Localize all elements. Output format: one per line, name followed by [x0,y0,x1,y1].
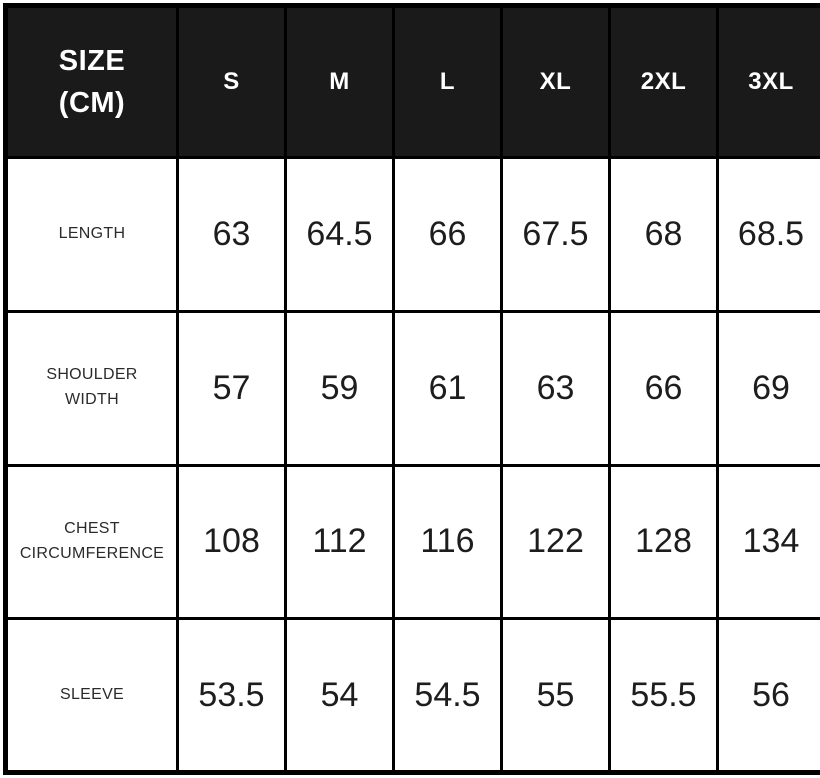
value-cell: 63 [176,156,287,313]
value-cell: 134 [716,463,820,621]
row-label-chest-circumference: CHEST CIRCUMFERENCE [4,463,179,621]
row-label-line: SHOULDER [46,366,138,384]
header-size-3xl: 3XL [716,4,820,159]
row-label-line: CIRCUMFERENCE [19,544,165,562]
table-row-length: LENGTH 63 64.5 66 67.5 68 68.5 [4,156,820,313]
value-cell: 69 [716,309,820,467]
value-cell: 53.5 [176,617,287,774]
value-cell: 108 [176,463,287,621]
row-label-line: WIDTH [65,391,119,409]
header-size-2xl: 2XL [608,4,719,159]
row-label-line: SLEEVE [59,685,125,703]
value-cell: 128 [608,463,719,621]
size-chart-body: LENGTH 63 64.5 66 67.5 68 68.5 SHOULDER … [4,156,820,774]
value-cell: 68 [608,156,719,313]
value-cell: 112 [284,463,395,621]
header-size-m: M [284,4,395,159]
value-cell: 63 [500,309,611,467]
table-row-sleeve: SLEEVE 53.5 54 54.5 55 55.5 56 [4,617,820,774]
row-label-line: LENGTH [58,224,126,242]
value-cell: 67.5 [500,156,611,313]
value-cell: 64.5 [284,156,395,313]
value-cell: 61 [392,309,503,467]
header-size-l: L [392,4,503,159]
value-cell: 57 [176,309,287,467]
value-cell: 68.5 [716,156,820,313]
value-cell: 122 [500,463,611,621]
value-cell: 66 [608,309,719,467]
header-size-xl: XL [500,4,611,159]
row-label-sleeve: SLEEVE [4,617,179,774]
row-label-shoulder-width: SHOULDER WIDTH [4,309,179,467]
value-cell: 55.5 [608,617,719,774]
row-label-length: LENGTH [4,156,179,313]
value-cell: 55 [500,617,611,774]
value-cell: 59 [284,309,395,467]
row-label-line: CHEST [64,520,120,538]
header-corner-line1: SIZE [58,44,126,77]
table-row-shoulder-width: SHOULDER WIDTH 57 59 61 63 66 69 [4,309,820,467]
table-row-chest-circumference: CHEST CIRCUMFERENCE 108 112 116 122 128 … [4,463,820,621]
header-corner-line2: (CM) [58,87,126,119]
value-cell: 54.5 [392,617,503,774]
value-cell: 116 [392,463,503,621]
header-corner-cell: SIZE (CM) [4,4,179,159]
size-chart-table: SIZE (CM) S M L XL 2XL 3XL LENGTH 63 64.… [3,3,820,775]
value-cell: 54 [284,617,395,774]
value-cell: 66 [392,156,503,313]
value-cell: 56 [716,617,820,774]
header-row: SIZE (CM) S M L XL 2XL 3XL [4,4,820,159]
header-size-s: S [176,4,287,159]
